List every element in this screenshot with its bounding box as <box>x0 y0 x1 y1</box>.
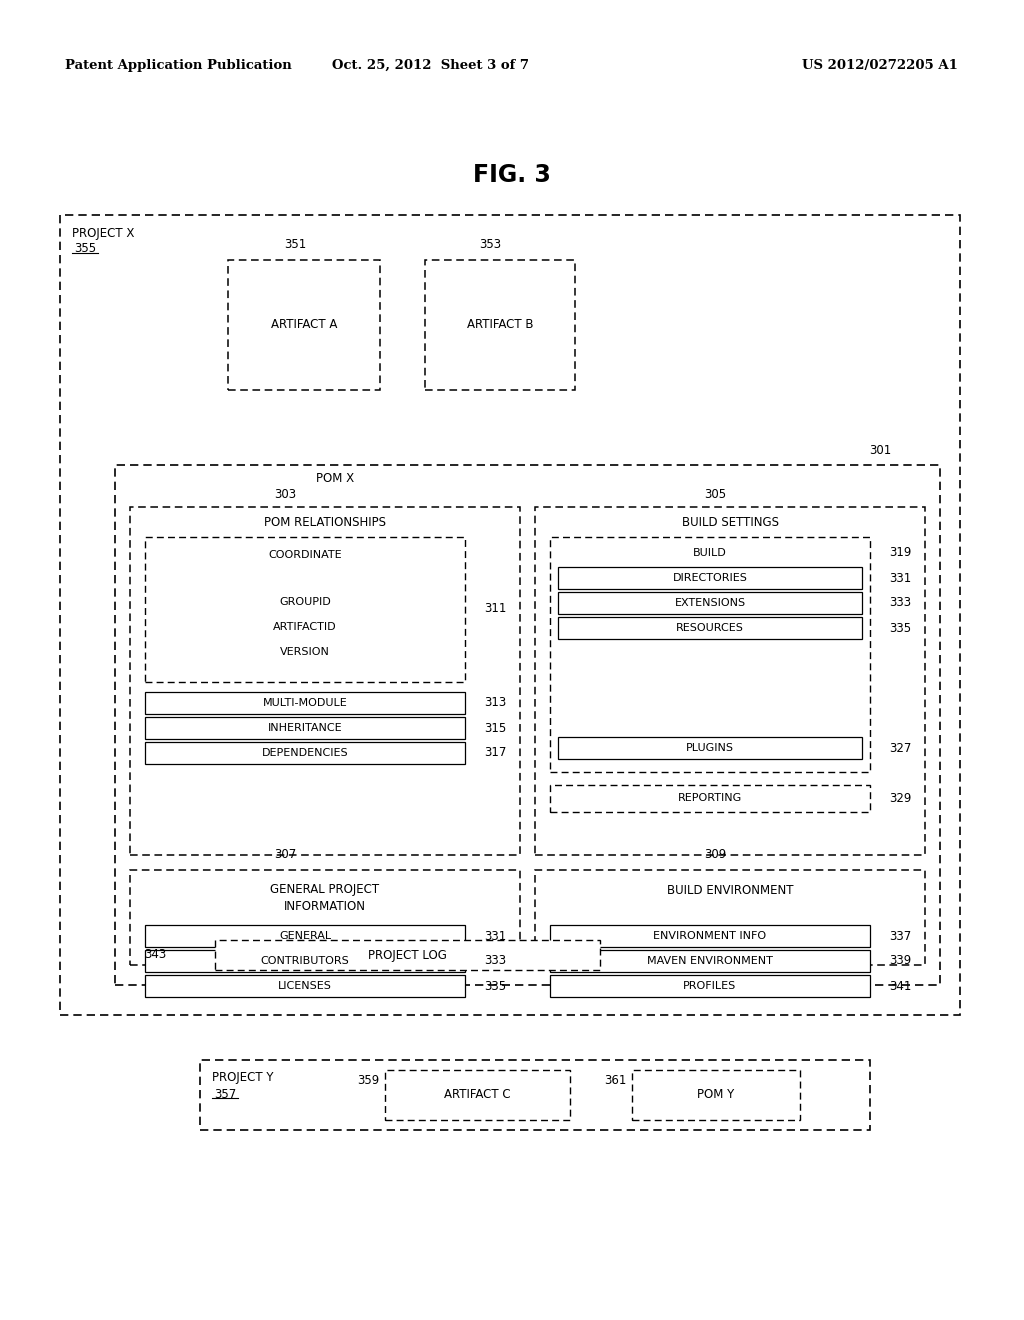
Text: PROJECT Y: PROJECT Y <box>212 1072 273 1085</box>
Text: 309: 309 <box>703 849 726 862</box>
Text: 335: 335 <box>889 622 911 635</box>
Text: 333: 333 <box>889 597 911 610</box>
Text: POM RELATIONSHIPS: POM RELATIONSHIPS <box>264 516 386 529</box>
Text: 305: 305 <box>703 488 726 502</box>
Bar <box>130 870 520 965</box>
Text: 327: 327 <box>889 742 911 755</box>
Bar <box>200 1060 870 1130</box>
Text: 355: 355 <box>74 243 96 256</box>
Bar <box>550 537 870 772</box>
Bar <box>535 507 925 855</box>
Bar <box>550 975 870 997</box>
Bar <box>558 591 862 614</box>
Text: 353: 353 <box>479 239 501 252</box>
Bar <box>425 260 575 389</box>
Text: Oct. 25, 2012  Sheet 3 of 7: Oct. 25, 2012 Sheet 3 of 7 <box>332 58 528 71</box>
Text: ARTIFACT A: ARTIFACT A <box>270 318 337 331</box>
Text: ENVIRONMENT INFO: ENVIRONMENT INFO <box>653 931 767 941</box>
Text: 311: 311 <box>483 602 506 615</box>
Text: BUILD: BUILD <box>693 548 727 558</box>
Text: CONTRIBUTORS: CONTRIBUTORS <box>261 956 349 966</box>
Text: Patent Application Publication: Patent Application Publication <box>65 58 292 71</box>
Bar <box>145 950 465 972</box>
Text: FIG. 3: FIG. 3 <box>473 162 551 187</box>
Text: PROJECT X: PROJECT X <box>72 227 134 239</box>
Text: 343: 343 <box>144 949 166 961</box>
Bar <box>60 215 961 1015</box>
Text: 357: 357 <box>214 1088 237 1101</box>
Text: 319: 319 <box>889 546 911 560</box>
Text: POM Y: POM Y <box>697 1089 734 1101</box>
Bar <box>145 742 465 764</box>
Bar <box>385 1071 570 1119</box>
Text: 351: 351 <box>284 239 306 252</box>
Text: 313: 313 <box>484 697 506 710</box>
Text: 331: 331 <box>889 572 911 585</box>
Text: 303: 303 <box>274 488 296 502</box>
Bar <box>145 925 465 946</box>
Bar <box>550 950 870 972</box>
Text: MULTI-MODULE: MULTI-MODULE <box>262 698 347 708</box>
Text: BUILD ENVIRONMENT: BUILD ENVIRONMENT <box>667 883 794 896</box>
Bar <box>130 507 520 855</box>
Text: 335: 335 <box>484 979 506 993</box>
Text: 317: 317 <box>483 747 506 759</box>
Text: VERSION: VERSION <box>280 647 330 657</box>
Bar <box>145 717 465 739</box>
Bar <box>550 925 870 946</box>
Text: 301: 301 <box>869 444 891 457</box>
Text: DIRECTORIES: DIRECTORIES <box>673 573 748 583</box>
Text: ARTIFACT C: ARTIFACT C <box>443 1089 510 1101</box>
Text: POM X: POM X <box>316 473 354 486</box>
Bar <box>145 975 465 997</box>
Text: PROJECT LOG: PROJECT LOG <box>368 949 446 961</box>
Text: 341: 341 <box>889 979 911 993</box>
Text: 333: 333 <box>484 954 506 968</box>
Text: 331: 331 <box>484 929 506 942</box>
Bar <box>632 1071 800 1119</box>
Text: RESOURCES: RESOURCES <box>676 623 744 634</box>
Text: 337: 337 <box>889 929 911 942</box>
Text: EXTENSIONS: EXTENSIONS <box>675 598 745 609</box>
Text: INFORMATION: INFORMATION <box>284 899 366 912</box>
Bar <box>228 260 380 389</box>
Text: MAVEN ENVIRONMENT: MAVEN ENVIRONMENT <box>647 956 773 966</box>
Text: PLUGINS: PLUGINS <box>686 743 734 752</box>
Bar <box>550 785 870 812</box>
Bar <box>215 940 600 970</box>
Text: 359: 359 <box>357 1073 379 1086</box>
Text: 307: 307 <box>273 849 296 862</box>
Text: PROFILES: PROFILES <box>683 981 736 991</box>
Text: COORDINATE: COORDINATE <box>268 550 342 560</box>
Text: INHERITANCE: INHERITANCE <box>267 723 342 733</box>
Text: GENERAL: GENERAL <box>279 931 331 941</box>
Text: 315: 315 <box>484 722 506 734</box>
Text: GENERAL PROJECT: GENERAL PROJECT <box>270 883 380 896</box>
Text: ARTIFACTID: ARTIFACTID <box>273 622 337 632</box>
Text: 339: 339 <box>889 954 911 968</box>
Text: ARTIFACT B: ARTIFACT B <box>467 318 534 331</box>
Bar <box>145 692 465 714</box>
Bar <box>115 465 940 985</box>
Bar <box>558 616 862 639</box>
Bar <box>558 568 862 589</box>
Bar <box>535 870 925 965</box>
Text: LICENSES: LICENSES <box>279 981 332 991</box>
Bar <box>558 737 862 759</box>
Text: GROUPID: GROUPID <box>280 597 331 607</box>
Text: BUILD SETTINGS: BUILD SETTINGS <box>682 516 778 529</box>
Text: DEPENDENCIES: DEPENDENCIES <box>262 748 348 758</box>
Bar <box>145 537 465 682</box>
Text: 361: 361 <box>604 1073 627 1086</box>
Text: US 2012/0272205 A1: US 2012/0272205 A1 <box>802 58 957 71</box>
Text: REPORTING: REPORTING <box>678 793 742 803</box>
Text: 329: 329 <box>889 792 911 804</box>
